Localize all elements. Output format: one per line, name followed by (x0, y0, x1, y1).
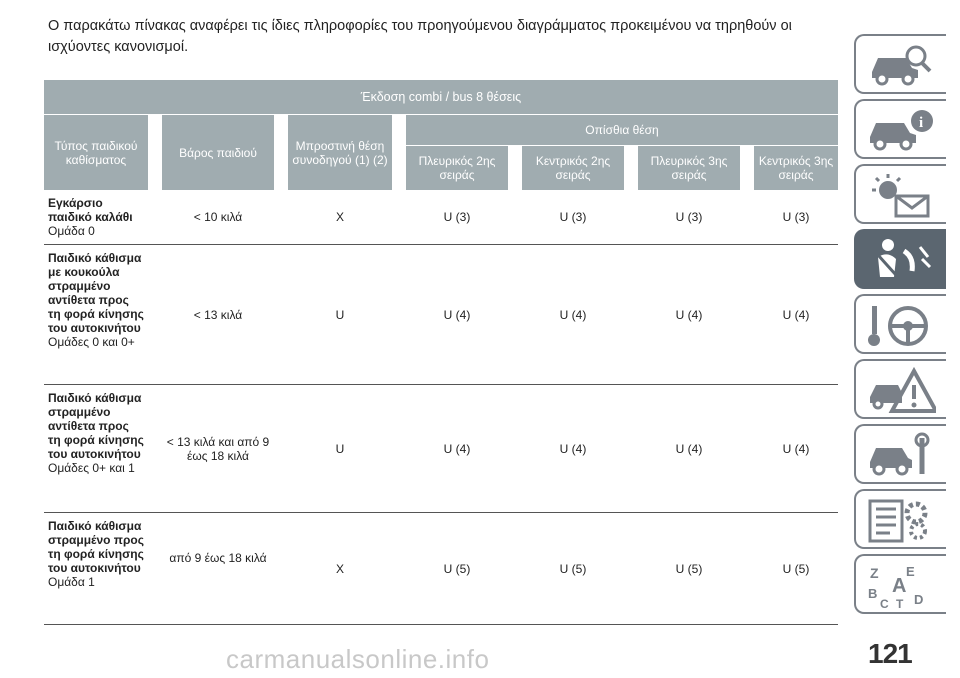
svg-text:A: A (892, 575, 906, 597)
header-front-seat: Μπροστινή θέση συνοδηγού (1) (2) (288, 114, 392, 190)
seat-group: Ομάδα 0 (48, 224, 95, 238)
car-tools-icon (870, 432, 930, 476)
tab-index[interactable]: Z E A B C T D (854, 554, 946, 614)
weight-cell: < 10 κιλά (162, 190, 274, 245)
seat-type: Παιδικό κάθισμα στραμμένο προς τη φορά κ… (48, 519, 144, 575)
seat-group: Ομάδα 1 (48, 575, 95, 589)
header-rear-col: Κεντρικός 3ης σειράς (754, 145, 838, 190)
warning-light-mail-icon (872, 174, 930, 218)
svg-text:i: i (919, 115, 923, 131)
rear-cell: U (5) (406, 512, 508, 625)
car-info-icon: i (870, 110, 933, 151)
tab-car-search[interactable] (854, 34, 946, 94)
header-rear-col: Πλευρικός 2ης σειράς (406, 145, 508, 190)
rear-cell: U (4) (522, 244, 624, 385)
svg-text:B: B (868, 586, 877, 601)
tab-maintenance[interactable] (854, 424, 946, 484)
front-cell: U (288, 384, 392, 513)
seat-type: Παιδικό κάθισμα με κουκούλα στραμμένο αν… (48, 251, 144, 335)
rear-cell: U (4) (638, 384, 740, 513)
edition-header: Έκδοση combi / bus 8 θέσεις (44, 80, 838, 115)
breakdown-warning-triangle-icon (870, 367, 936, 413)
front-cell: X (288, 190, 392, 245)
weight-cell: < 13 κιλά και από 9 έως 18 κιλά (162, 384, 274, 513)
rear-cell: U (4) (522, 384, 624, 513)
header-rear-col: Κεντρικός 2ης σειράς (522, 145, 624, 190)
watermark: carmanualsonline.info (226, 644, 490, 674)
chapter-tabs: i (852, 34, 960, 619)
seat-type: Εγκάρσιο παιδικό καλάθι (48, 196, 133, 224)
weight-cell: από 9 έως 18 κιλά (162, 512, 274, 625)
specs-gears-icon (868, 499, 928, 543)
tab-warning-lights[interactable] (854, 164, 946, 224)
car-search-icon (872, 45, 932, 86)
child-seat-table: Έκδοση combi / bus 8 θέσεις Τύπος παιδικ… (44, 80, 838, 625)
key-steering-wheel-icon (868, 306, 928, 346)
header-seat-type: Τύπος παιδικού καθίσματος (44, 114, 148, 190)
seat-group: Ομάδες 0 και 0+ (48, 335, 135, 349)
weight-cell: < 13 κιλά (162, 244, 274, 385)
tab-technical-data[interactable] (854, 489, 946, 549)
page-number: 121 (868, 638, 913, 669)
svg-text:D: D (914, 592, 923, 607)
table-row: Παιδικό κάθισμα στραμμένο αντίθετα προς … (44, 384, 838, 513)
alphabet-index-icon: Z E A B C T D (868, 564, 923, 608)
svg-text:Z: Z (870, 565, 879, 581)
rear-cell: U (3) (638, 190, 740, 245)
tab-emergency[interactable] (854, 359, 946, 419)
rear-cell: U (3) (522, 190, 624, 245)
rear-cell: U (4) (754, 384, 838, 513)
rear-cell: U (4) (754, 244, 838, 385)
front-cell: X (288, 512, 392, 625)
front-cell: U (288, 244, 392, 385)
rear-cell: U (4) (638, 244, 740, 385)
tab-starting-driving[interactable] (854, 294, 946, 354)
table-row: Παιδικό κάθισμα με κουκούλα στραμμένο αν… (44, 244, 838, 385)
rear-cell: U (4) (406, 244, 508, 385)
header-rear-col: Πλευρικός 3ης σειράς (638, 145, 740, 190)
table-row: Εγκάρσιο παιδικό καλάθι Ομάδα 0 < 10 κιλά… (44, 190, 838, 245)
header-weight: Βάρος παιδιού (162, 114, 274, 190)
svg-text:T: T (896, 597, 904, 608)
rear-cell: U (5) (522, 512, 624, 625)
rear-cell: U (3) (754, 190, 838, 245)
rear-cell: U (4) (406, 384, 508, 513)
intro-paragraph: Ο παρακάτω πίνακας αναφέρει τις ίδιες πλ… (48, 18, 792, 55)
seat-group: Ομάδες 0+ και 1 (48, 461, 135, 475)
header-rear-seat: Οπίσθια θέση (406, 114, 838, 146)
seat-type: Παιδικό κάθισμα στραμμένο αντίθετα προς … (48, 391, 144, 461)
tab-car-info[interactable]: i (854, 99, 946, 159)
table-row: Παιδικό κάθισμα στραμμένο προς τη φορά κ… (44, 512, 838, 625)
rear-cell: U (5) (754, 512, 838, 625)
seatbelt-airbag-icon (876, 239, 932, 277)
rear-cell: U (3) (406, 190, 508, 245)
rear-cell: U (5) (638, 512, 740, 625)
svg-text:E: E (906, 564, 915, 579)
svg-text:C: C (880, 597, 889, 608)
tab-safety[interactable] (854, 229, 946, 289)
